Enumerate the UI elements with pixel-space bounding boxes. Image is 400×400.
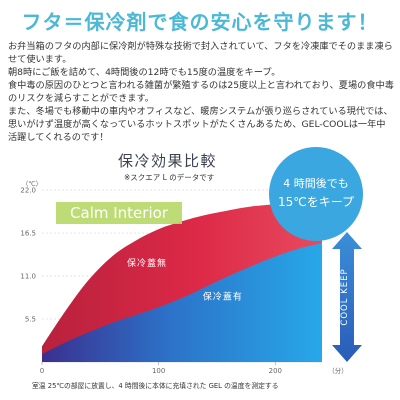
x-tick-label: 100 bbox=[152, 367, 165, 375]
y-tick-label: 22.0 bbox=[20, 187, 36, 195]
x-axis-label: （分） bbox=[328, 366, 348, 375]
y-tick-label: 11.0 bbox=[20, 273, 36, 281]
brand-banner-background bbox=[56, 202, 182, 224]
area-series bbox=[42, 200, 322, 362]
description-paragraph: また、冬場でも移動中の車内やオフィスなど、暖房システムが張り巡らされている現代で… bbox=[8, 106, 393, 143]
callout-line-2: 15℃をキープ bbox=[278, 195, 354, 209]
axes: 5.5 11.0 16.5 22.0（℃） 0 100 200 （分） bbox=[20, 180, 347, 375]
series-label-with-lid: 保冷蓋有 bbox=[203, 290, 243, 302]
area-with-cooling-lid bbox=[42, 243, 322, 362]
callout-circle bbox=[269, 147, 363, 241]
x-tick-label: 200 bbox=[269, 367, 282, 375]
footnote: 室温 25℃の部屋に放置し、4 時間後に本体に充填された GEL の温度を測定す… bbox=[32, 382, 279, 390]
y-axis-label: （℃） bbox=[22, 180, 42, 188]
description-paragraph: 食中毒の原因のひとつと言われる雑菌が繁殖するのは25度以上と言われており、夏場の… bbox=[8, 80, 394, 104]
x-tick-label: 0 bbox=[40, 367, 44, 375]
brand-label: Calm Interior bbox=[70, 204, 169, 222]
brand-banner: Calm Interior bbox=[56, 202, 182, 224]
chart-title: 保冷効果比較 bbox=[118, 152, 218, 170]
callout-bubble: 4 時間後でも 15℃をキープ bbox=[269, 147, 363, 241]
chart-subtitle: ※スクエア L のデータです bbox=[124, 173, 215, 182]
y-tick-label: 16.5 bbox=[20, 230, 36, 238]
y-tick-label: 5.5 bbox=[25, 316, 36, 324]
description-paragraph: 朝8時にご飯を詰めて、4時間後の12時でも15度の温度をキープ。 bbox=[8, 67, 281, 78]
callout-line-1: 4 時間後でも bbox=[283, 176, 349, 190]
headline: フタ＝保冷剤で食の安心を守ります！ bbox=[21, 10, 379, 34]
description-paragraph: お弁当箱のフタの内部に保冷剤が特殊な技術で封入されていて、フタを冷凍庫でそのまま… bbox=[8, 41, 393, 65]
cool-keep-label: COOL KEEP bbox=[340, 268, 350, 325]
cool-keep-arrow: COOL KEEP bbox=[332, 232, 362, 362]
double-arrow-shape bbox=[332, 232, 362, 362]
series-label-without-lid: 保冷蓋無 bbox=[127, 257, 167, 269]
description: お弁当箱のフタの内部に保冷剤が特殊な技術で封入されていて、フタを冷凍庫でそのまま… bbox=[8, 40, 394, 144]
